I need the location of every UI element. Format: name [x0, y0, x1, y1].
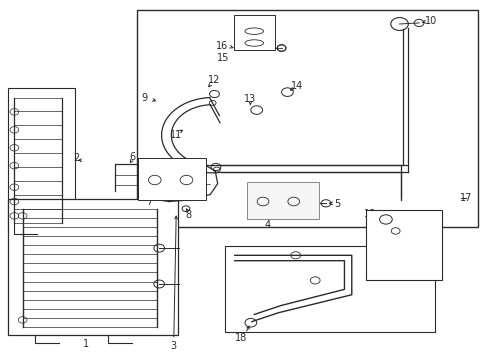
Text: 17: 17: [459, 193, 471, 203]
Text: 12: 12: [208, 75, 220, 85]
Text: 8: 8: [185, 210, 191, 220]
Text: 1: 1: [83, 339, 89, 349]
Bar: [137, 10, 477, 226]
Text: 15: 15: [217, 53, 229, 63]
Bar: [233, 15, 275, 50]
Text: 2: 2: [73, 153, 79, 163]
Text: 9: 9: [141, 93, 147, 103]
Text: 3: 3: [170, 341, 177, 351]
Bar: [7, 199, 178, 335]
Text: 14: 14: [290, 81, 303, 91]
Bar: [138, 158, 206, 200]
Text: 18: 18: [363, 209, 375, 219]
Text: 18: 18: [234, 333, 247, 343]
Text: 11: 11: [170, 130, 182, 140]
Text: 6: 6: [129, 152, 135, 162]
Text: 7: 7: [146, 197, 152, 207]
Text: 4: 4: [264, 220, 270, 230]
Text: 5: 5: [333, 199, 340, 210]
Bar: [246, 182, 319, 220]
Bar: [224, 246, 434, 332]
Text: 16: 16: [216, 41, 228, 50]
Text: 19: 19: [407, 229, 420, 239]
Bar: [366, 211, 441, 280]
Text: 10: 10: [424, 17, 436, 27]
Text: 13: 13: [244, 94, 256, 104]
Bar: [7, 88, 75, 230]
